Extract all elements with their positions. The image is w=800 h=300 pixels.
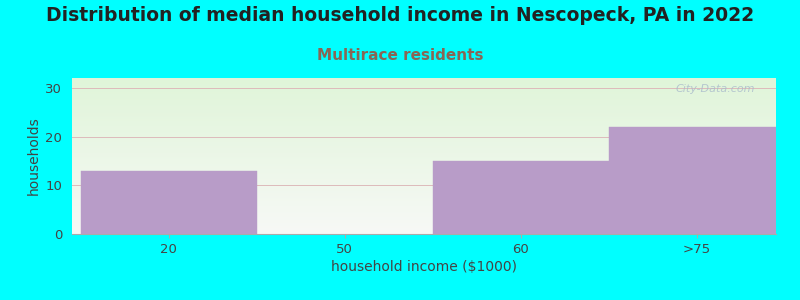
Text: Distribution of median household income in Nescopeck, PA in 2022: Distribution of median household income … (46, 6, 754, 25)
Bar (609, 127, 785, 234)
Text: City-Data.com: City-Data.com (675, 84, 755, 94)
Bar (433, 161, 609, 234)
Text: Multirace residents: Multirace residents (317, 48, 483, 63)
X-axis label: household income ($1000): household income ($1000) (331, 260, 517, 274)
Bar (81, 171, 257, 234)
Y-axis label: households: households (27, 117, 42, 195)
